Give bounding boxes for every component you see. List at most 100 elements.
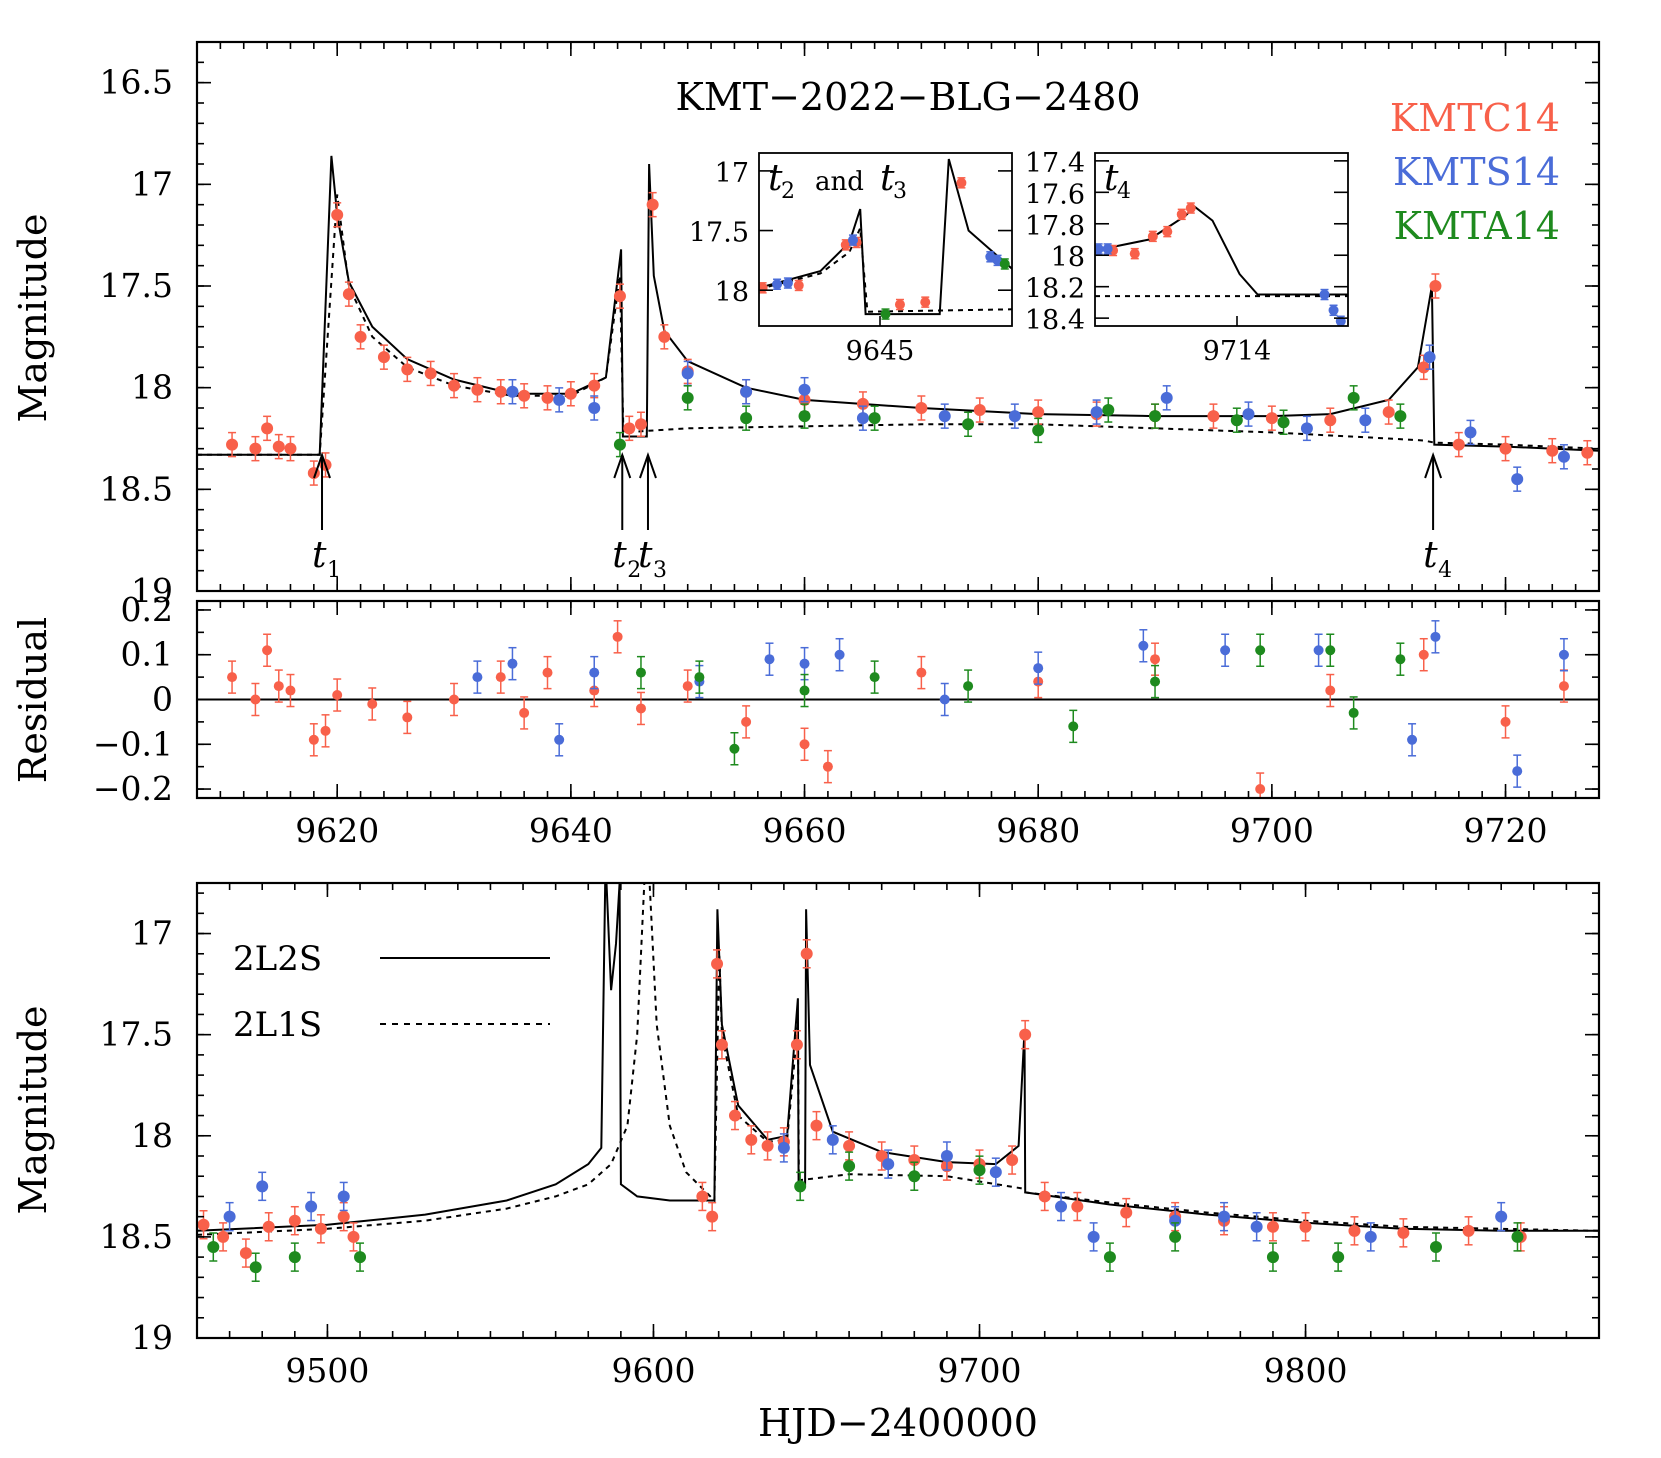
data-point-kmts14 [1511, 466, 1524, 492]
data-point-kmts14 [1495, 1201, 1508, 1232]
data-point-kmtc14 [623, 415, 636, 442]
data-point-kmtc14 [519, 696, 530, 730]
data-point-kmta14 [1277, 409, 1290, 435]
y-tick-label: 17.4 [1025, 148, 1085, 179]
data-point-kmtc14 [973, 397, 986, 423]
inset-t2-t3-data-layer [759, 177, 1010, 320]
data-point-kmts14 [1558, 637, 1569, 672]
y-tick-label: 17.8 [1025, 211, 1085, 242]
data-point-kmtc14 [261, 415, 274, 442]
data-point-kmtc14 [449, 682, 460, 717]
data-point-kmta14 [908, 1161, 921, 1191]
bottom-light-curve-panel: 17 17.5 18 18.5 19 9500 9600 9700 9800 Magnitud… [11, 881, 1601, 1445]
data-point-kmts14 [782, 277, 793, 289]
data-point-kmtc14 [354, 324, 367, 350]
data-point-kmts14 [799, 646, 810, 681]
y-tick-label: 16.5 [100, 63, 173, 102]
data-point-kmtc14 [308, 723, 319, 757]
annotation-t-sub: 3 [653, 558, 667, 583]
data-point-kmtc14 [612, 620, 623, 654]
data-point-kmtc14 [840, 239, 851, 251]
y-tick-label: 18 [131, 368, 173, 407]
data-point-kmts14 [1464, 419, 1477, 446]
y-tick-label: 0.2 [121, 590, 173, 629]
data-point-kmts14 [1008, 403, 1021, 429]
data-point-kmts14 [1242, 401, 1255, 427]
data-point-kmts14 [337, 1181, 350, 1212]
y-tick-label: 18 [131, 1116, 173, 1155]
data-point-kmta14 [740, 405, 753, 431]
x-tick-label: 9680 [996, 811, 1080, 850]
data-point-kmts14 [1313, 633, 1324, 667]
data-point-kmtc14 [262, 1212, 275, 1242]
data-point-kmta14 [880, 308, 891, 320]
bottom-y-axis: 17 17.5 18 18.5 19 [100, 892, 1599, 1357]
y-tick-label: 17 [715, 158, 749, 189]
data-point-kmtc14 [471, 376, 484, 403]
data-point-kmtc14 [542, 655, 553, 690]
data-point-kmta14 [288, 1242, 301, 1272]
data-point-kmta14 [1149, 403, 1162, 429]
data-point-kmts14 [1160, 385, 1173, 411]
y-tick-label: 17.5 [100, 1015, 173, 1054]
data-point-kmtc14 [217, 1222, 230, 1252]
data-point-kmts14 [589, 655, 600, 690]
data-point-kmta14 [249, 1252, 262, 1282]
data-point-kmtc14 [822, 749, 833, 784]
bottom-x-axis-label: HJD−2400000 [758, 1401, 1038, 1445]
data-point-kmts14 [1557, 444, 1570, 470]
legend-datasets: KMTC14 KMTS14 KMTA14 [1390, 96, 1560, 248]
data-point-kmtc14 [1129, 247, 1140, 260]
y-tick-label: 17.5 [100, 266, 173, 305]
annotation-t-label: t [312, 535, 327, 576]
data-point-kmtc14 [1032, 399, 1045, 425]
annotation-t-sub: 2 [627, 558, 641, 583]
x-tick-label: 9500 [285, 1351, 369, 1390]
data-point-kmtc14 [314, 1214, 327, 1244]
data-point-kmta14 [1255, 633, 1266, 667]
data-point-kmtc14 [541, 385, 554, 411]
data-point-kmta14 [1347, 385, 1360, 411]
inset-t2-t3-label-sub2: 3 [893, 179, 907, 204]
inset-t2-t3-frame [758, 152, 1013, 327]
data-point-kmta14 [354, 1242, 367, 1272]
residual-panel: 0.2 0.1 0 −0.1 −0.2 9620 9640 9660 9680 9700 9720… [11, 590, 1601, 850]
data-point-kmtc14 [272, 433, 285, 460]
data-point-kmtc14 [728, 1100, 741, 1131]
data-point-kmtc14 [284, 435, 297, 462]
legend-models: 2L2S 2L1S [233, 939, 550, 1045]
data-point-kmtc14 [564, 381, 577, 407]
residual-data-layer [227, 620, 1569, 798]
data-point-kmtc14 [706, 1201, 719, 1232]
data-point-kmtc14 [956, 177, 967, 189]
y-tick-label: 17 [131, 164, 173, 203]
data-point-kmtc14 [1185, 202, 1196, 214]
annotation-t-label: t [638, 535, 653, 576]
data-point-kmts14 [507, 646, 518, 681]
data-point-kmts14 [506, 378, 519, 405]
data-point-kmtc14 [894, 298, 905, 311]
data-point-kmtc14 [715, 1030, 728, 1060]
data-point-kmta14 [869, 660, 880, 694]
data-point-kmts14 [1328, 304, 1339, 317]
data-point-kmta14 [1395, 642, 1406, 676]
data-point-kmtc14 [1162, 225, 1173, 238]
data-point-kmts14 [553, 387, 566, 413]
x-tick-label: 9700 [1230, 811, 1314, 850]
data-point-kmtc14 [424, 360, 437, 387]
data-point-kmta14 [973, 1155, 986, 1185]
data-point-kmtc14 [1348, 1216, 1361, 1246]
data-point-kmtc14 [1019, 1019, 1032, 1050]
data-point-kmts14 [1512, 754, 1523, 788]
inset-t2-t3-label-and: and [815, 167, 864, 197]
data-point-kmtc14 [588, 372, 601, 399]
bottom-model-layer [197, 883, 1599, 1236]
data-point-kmta14 [1429, 1232, 1442, 1262]
caustic-crossing-annotations: t 1 t 2t 3 t 4 [312, 451, 1452, 583]
data-point-kmts14 [1218, 1201, 1231, 1232]
data-point-kmts14 [826, 1125, 839, 1155]
inset-t4-label-t: t [1104, 158, 1119, 199]
data-point-kmtc14 [377, 344, 390, 370]
